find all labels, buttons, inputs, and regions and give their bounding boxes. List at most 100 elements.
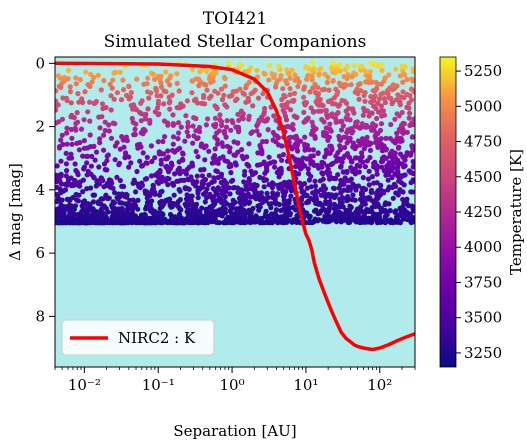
scatter-point	[290, 98, 296, 104]
scatter-point	[203, 209, 209, 215]
scatter-point	[235, 111, 241, 117]
scatter-point	[138, 111, 144, 117]
scatter-point	[68, 203, 74, 209]
scatter-point	[278, 73, 284, 79]
scatter-point	[185, 133, 191, 139]
scatter-point	[193, 128, 199, 134]
scatter-point	[157, 167, 163, 174]
colorbar-tick-label: 4500	[464, 168, 502, 186]
scatter-point	[105, 152, 111, 158]
scatter-point	[291, 90, 298, 96]
scatter-point	[272, 164, 278, 170]
scatter-point	[184, 129, 190, 135]
y-tick-label: 6	[35, 244, 45, 262]
scatter-point	[239, 147, 245, 153]
legend-box	[61, 319, 215, 356]
scatter-point	[383, 135, 389, 141]
scatter-point	[364, 158, 370, 164]
scatter-point	[236, 195, 243, 201]
y-tick-label: 8	[35, 307, 45, 325]
scatter-point	[97, 136, 103, 142]
scatter-point	[306, 177, 312, 183]
scatter-point	[380, 108, 386, 114]
scatter-point	[388, 160, 394, 166]
scatter-point	[260, 91, 266, 97]
scatter-point	[206, 148, 212, 154]
scatter-point	[250, 205, 256, 212]
scatter-point	[367, 69, 373, 75]
scatter-point	[108, 178, 114, 184]
scatter-point	[332, 206, 338, 212]
scatter-point	[401, 121, 407, 127]
scatter-point	[111, 70, 117, 76]
scatter-point	[175, 178, 182, 184]
scatter-point	[350, 168, 356, 174]
scatter-point	[347, 203, 353, 209]
scatter-point	[121, 144, 127, 150]
scatter-point	[227, 191, 233, 197]
scatter-point	[342, 153, 348, 159]
scatter-point	[189, 78, 195, 84]
colorbar-tick-label: 3500	[464, 309, 502, 327]
scatter-point	[246, 79, 252, 85]
scatter-point	[378, 81, 384, 87]
scatter-point	[264, 215, 271, 222]
scatter-point	[259, 114, 265, 120]
scatter-point	[324, 114, 331, 120]
scatter-point	[165, 120, 171, 126]
scatter-point	[76, 99, 82, 105]
scatter-point	[97, 140, 103, 146]
scatter-point	[310, 123, 316, 129]
scatter-point	[97, 125, 103, 131]
scatter-point	[138, 118, 144, 124]
scatter-point	[199, 219, 205, 225]
scatter-point	[362, 68, 368, 74]
scatter-point	[290, 126, 296, 132]
scatter-point	[274, 169, 280, 176]
scatter-point	[358, 67, 364, 73]
scatter-point	[239, 153, 245, 159]
scatter-point	[368, 140, 374, 146]
scatter-point	[400, 196, 406, 203]
scatter-point	[203, 122, 209, 128]
scatter-point	[378, 182, 384, 188]
scatter-point	[288, 188, 294, 194]
scatter-point	[159, 188, 165, 194]
scatter-point	[236, 128, 242, 134]
scatter-point	[410, 215, 415, 221]
scatter-point	[85, 201, 91, 207]
scatter-point	[370, 88, 376, 94]
scatter-point	[195, 195, 201, 201]
scatter-point	[311, 66, 317, 72]
scatter-point	[392, 171, 398, 177]
scatter-point	[140, 131, 146, 137]
scatter-point	[72, 161, 78, 167]
scatter-point	[108, 135, 115, 141]
scatter-point	[315, 99, 322, 105]
scatter-point	[283, 188, 289, 195]
scatter-point	[211, 175, 217, 181]
scatter-point	[252, 189, 258, 195]
scatter-point	[246, 113, 252, 119]
scatter-point	[365, 207, 371, 213]
scatter-point	[189, 90, 195, 96]
scatter-point	[84, 145, 91, 151]
scatter-point	[378, 121, 385, 127]
scatter-point	[212, 159, 218, 165]
scatter-point	[382, 99, 388, 106]
scatter-point	[119, 206, 125, 212]
scatter-point	[186, 164, 192, 170]
scatter-point	[152, 109, 158, 115]
scatter-point	[276, 142, 282, 148]
scatter-point	[104, 158, 110, 164]
scatter-point	[362, 164, 368, 170]
scatter-point	[268, 205, 274, 211]
scatter-point	[170, 112, 176, 118]
scatter-point	[235, 219, 241, 225]
scatter-point	[166, 94, 172, 100]
scatter-point	[160, 212, 166, 218]
scatter-point	[90, 174, 96, 180]
scatter-point	[58, 84, 64, 90]
scatter-point	[201, 95, 207, 101]
scatter-point	[259, 149, 265, 155]
